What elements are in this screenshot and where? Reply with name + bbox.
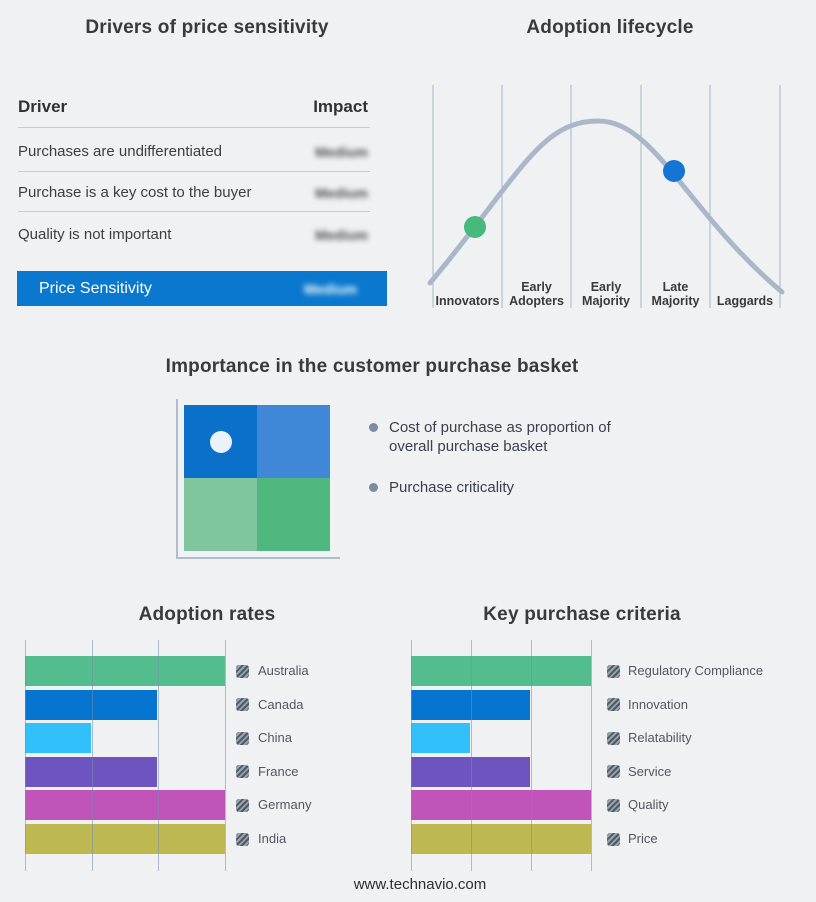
impact-value: Medium <box>315 185 368 201</box>
table-divider <box>18 211 370 212</box>
legend-swatch-india <box>236 832 249 846</box>
adoption_rates-gridline-3 <box>225 640 226 871</box>
key-purchase-criteria-title: Key purchase criteria <box>483 604 681 625</box>
legend-label-innovation: Innovation <box>628 696 688 712</box>
legend-swatch-innovation <box>607 698 620 712</box>
legend-swatch-australia <box>236 664 249 678</box>
basket-bullet-1: Cost of purchase as proportion of overal… <box>369 418 631 456</box>
basket-bullet-2: Purchase criticality <box>369 478 514 497</box>
legend-swatch-regulatory-compliance <box>607 664 620 678</box>
legend-label-australia: Australia <box>258 663 309 678</box>
bar-price <box>411 824 591 854</box>
driver-text: Purchases are undifferentiated <box>18 143 223 160</box>
bar-relatability <box>411 723 471 754</box>
purchase-basket-section: Importance in the customer purchase bask… <box>0 335 816 584</box>
price-sensitivity-label: Price Sensitivity <box>39 279 152 297</box>
top-section: Drivers of price sensitivity Adoption li… <box>0 0 816 335</box>
legend-label-relatability: Relatability <box>628 730 692 746</box>
drivers-panel-title: Drivers of price sensitivity <box>85 17 329 38</box>
legend-swatch-service <box>607 765 620 779</box>
column-header-driver: Driver <box>18 97 68 116</box>
driver-text: Quality is not important <box>18 226 172 243</box>
bar-france <box>25 756 157 787</box>
table-divider <box>18 127 370 128</box>
legend-label-service: Service <box>628 763 672 779</box>
legend-label-regulatory-compliance: Regulatory Compliance <box>628 663 764 678</box>
drivers-table-header: Driver Impact <box>18 95 370 119</box>
adoption-rates-title: Adoption rates <box>138 604 276 625</box>
driver-text: Purchase is a key cost to the buyer <box>18 184 252 201</box>
quadrant-cell-bottom-left <box>184 478 257 551</box>
basket-bullet-2-text: Purchase criticality <box>389 479 515 496</box>
legend-label-india: India <box>258 831 287 846</box>
importance-quadrant <box>184 405 330 551</box>
basket-bullet-1-text: Cost of purchase as proportion of overal… <box>389 419 611 455</box>
adoption_rates-gridline-0 <box>25 640 26 871</box>
bar-regulatory-compliance <box>411 656 591 686</box>
legend-label-france: France <box>258 763 299 779</box>
driver-row: Quality is not important Medium <box>18 223 370 247</box>
quadrant-x-axis <box>176 557 340 559</box>
bar-innovation <box>411 689 530 720</box>
adoption_rates-gridline-2 <box>158 640 159 871</box>
adoption-lifecycle-chart <box>427 85 785 308</box>
quadrant-cell-top-left <box>184 405 257 478</box>
driver-row: Purchases are undifferentiated Medium <box>18 140 370 164</box>
bar-canada <box>25 689 157 720</box>
stage-label-laggards: Laggards <box>716 294 774 308</box>
legend-label-quality: Quality <box>628 797 669 813</box>
bar-china <box>25 723 91 754</box>
legend-swatch-price <box>607 832 620 846</box>
legend-swatch-quality <box>607 798 620 812</box>
website-url: www.technavio.com <box>353 876 487 893</box>
bar-quality <box>411 790 591 821</box>
basket-panel-title: Importance in the customer purchase bask… <box>165 356 579 377</box>
price-sensitivity-impact-value: Medium <box>304 280 357 297</box>
price-sensitivity-row: Price Sensitivity Medium <box>17 271 387 306</box>
key_purchase_criteria-gridline-0 <box>411 640 412 871</box>
quadrant-cell-top-right <box>257 405 330 478</box>
innovators-stage-marker <box>464 216 486 238</box>
lifecycle-gridlines <box>432 85 781 308</box>
legend-swatch-france <box>236 765 249 779</box>
impact-value: Medium <box>315 144 368 160</box>
key_purchase_criteria-gridline-2 <box>531 640 532 871</box>
bullet-icon <box>369 423 378 432</box>
stage-label-early-adopters: Early Adopters <box>509 280 564 308</box>
late-majority-stage-marker <box>663 160 685 182</box>
driver-row: Purchase is a key cost to the buyer Mediu… <box>18 181 370 205</box>
legend-label-price: Price <box>628 831 658 846</box>
bottom-charts-section: Adoption rates Key purchase criteria www… <box>0 584 816 902</box>
impact-value: Medium <box>315 227 368 243</box>
legend-swatch-china <box>236 731 249 745</box>
column-header-impact: Impact <box>313 97 368 116</box>
stage-label-early-majority: Early Majority <box>582 280 630 308</box>
legend-swatch-relatability <box>607 731 620 745</box>
position-marker-dot <box>210 431 232 453</box>
lifecycle-panel-title: Adoption lifecycle <box>526 17 694 38</box>
legend-label-canada: Canada <box>258 696 304 712</box>
quadrant-cell-bottom-right <box>257 478 330 551</box>
legend-swatch-canada <box>236 698 249 712</box>
adoption_rates-gridline-1 <box>92 640 93 871</box>
quadrant-y-axis <box>176 399 178 559</box>
legend-label-china: China <box>258 730 292 746</box>
stage-label-innovators: Innovators <box>435 294 500 308</box>
key_purchase_criteria-gridline-1 <box>471 640 472 871</box>
bar-germany <box>25 790 225 821</box>
drivers-table: Driver Impact Purchases are undifferenti… <box>18 95 370 265</box>
bar-australia <box>25 656 225 686</box>
bar-india <box>25 824 225 854</box>
table-divider <box>18 171 370 172</box>
legend-label-germany: Germany <box>258 797 312 813</box>
bullet-icon <box>369 483 378 492</box>
adoption-curve <box>427 118 785 295</box>
bar-service <box>411 756 530 787</box>
stage-label-late-majority: Late Majority <box>651 280 700 308</box>
key_purchase_criteria-gridline-3 <box>591 640 592 871</box>
legend-swatch-germany <box>236 798 249 812</box>
